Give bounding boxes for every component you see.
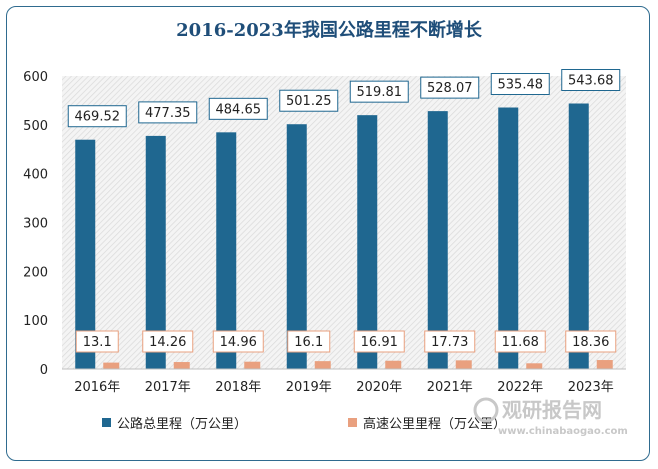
bar-highway-mileage [526, 363, 543, 369]
bar-highway-mileage [103, 362, 120, 369]
data-label-box-total [67, 105, 127, 128]
y-tick-label: 0 [40, 363, 48, 378]
data-label-box-total [279, 89, 339, 112]
bar-total-mileage [145, 135, 166, 369]
bar-total-mileage [568, 103, 589, 369]
y-tick-label: 400 [23, 168, 48, 183]
y-tick-label: 100 [23, 314, 48, 329]
bar-highway-mileage [173, 362, 190, 369]
watermark-text: 观研报告网 [502, 398, 602, 422]
data-label-box-highway [424, 330, 476, 353]
watermark: 观研报告网 www.chinabaogao.com [473, 397, 628, 437]
y-tick-label: 500 [23, 119, 48, 134]
data-label-total: 519.81 [357, 85, 403, 100]
legend: 公路总里程（万公里） 高速公里里程（万公里） [102, 416, 506, 432]
y-tick-label: 200 [23, 265, 48, 280]
y-tick-label: 300 [23, 217, 48, 232]
bar-highway-mileage [244, 361, 261, 369]
data-label-box-highway [212, 330, 264, 353]
bar-total-mileage [498, 107, 519, 369]
data-label-highway: 17.73 [431, 335, 468, 350]
data-label-box-total [490, 73, 550, 96]
x-tick-label: 2021年 [427, 380, 473, 395]
bar-total-mileage [427, 111, 448, 369]
data-label-box-highway [494, 330, 546, 353]
data-label-box-highway [287, 330, 331, 353]
chart-title: 2016-2023年我国公路里程不断增长 [176, 20, 482, 41]
data-label-box-highway [353, 330, 405, 353]
data-label-total: 528.07 [427, 81, 473, 96]
bar-total-mileage [357, 115, 378, 369]
y-axis: 0 100 200 300 400 500 600 [23, 70, 48, 378]
x-tick-label: 2020年 [356, 380, 402, 395]
data-label-total: 543.68 [568, 74, 614, 89]
data-label-highway: 11.68 [502, 335, 539, 350]
data-label-highway: 18.36 [572, 335, 609, 350]
data-label-box-total [138, 101, 198, 124]
bar-total-mileage [286, 124, 307, 369]
x-axis: 2016年 2017年 2018年 2019年 2020年 2021年 2022年 2023年 [62, 368, 626, 395]
data-label-box-total [561, 69, 621, 92]
data-label-box-total [349, 80, 409, 103]
data-label-total: 535.48 [498, 78, 544, 93]
data-label-highway: 16.91 [361, 335, 398, 350]
bars-group [75, 103, 613, 369]
y-tick-label: 600 [23, 70, 48, 85]
bar-highway-mileage [596, 360, 613, 369]
x-tick-label: 2022年 [497, 380, 543, 395]
legend-label: 高速公里里程（万公里） [363, 416, 506, 432]
legend-label: 公路总里程（万公里） [117, 416, 247, 432]
data-label-box-highway [142, 330, 194, 353]
data-label-total: 501.25 [286, 94, 332, 109]
x-tick-label: 2016年 [74, 380, 120, 395]
bar-highway-mileage [314, 361, 331, 369]
data-label-total: 477.35 [145, 106, 191, 121]
bar-total-mileage [216, 132, 237, 369]
x-tick-label: 2019年 [286, 380, 332, 395]
data-label-highway: 14.26 [149, 335, 186, 350]
bar-total-mileage [75, 139, 96, 369]
x-tick-label: 2023年 [568, 380, 614, 395]
data-label-highway: 13.1 [83, 335, 112, 350]
legend-swatch [102, 418, 111, 427]
x-tick-label: 2017年 [145, 380, 191, 395]
bar-highway-mileage [385, 360, 402, 369]
data-label-highway: 14.96 [220, 335, 257, 350]
bar-highway-mileage [455, 360, 472, 369]
data-label-total: 469.52 [75, 110, 121, 125]
x-tick-label: 2018年 [215, 380, 261, 395]
data-labels-group: 469.52 13.1 477.35 14.26 484.65 14.96 501.25 16… [67, 69, 621, 353]
data-label-total: 484.65 [216, 102, 262, 117]
data-label-highway: 16.1 [294, 335, 323, 350]
watermark-logo-icon [473, 397, 499, 423]
data-label-box-highway [565, 330, 617, 353]
legend-swatch [348, 418, 357, 427]
data-label-box-highway [75, 330, 119, 353]
watermark-url: www.chinabaogao.com [498, 426, 628, 437]
data-label-box-total [208, 97, 268, 120]
data-label-box-total [420, 76, 480, 99]
